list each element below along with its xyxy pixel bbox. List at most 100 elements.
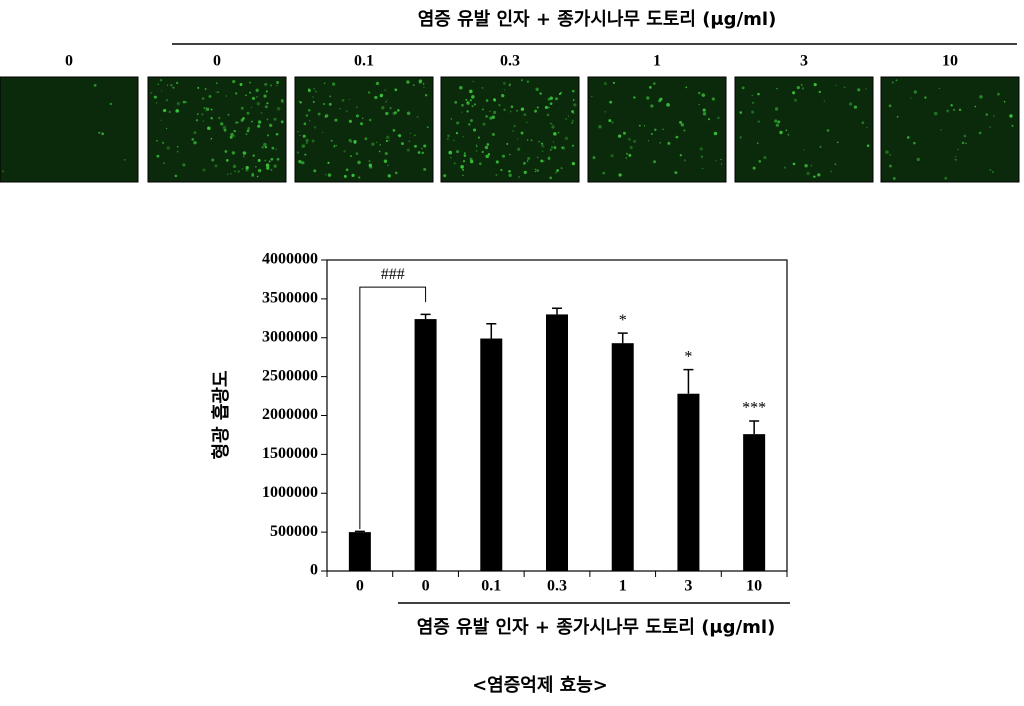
cell: [266, 166, 270, 170]
cell: [509, 153, 511, 156]
y-tick-label: 3000000: [262, 328, 318, 345]
cell: [256, 175, 259, 178]
cell: [861, 121, 865, 125]
cell: [466, 101, 470, 105]
cell: [550, 123, 553, 126]
cell: [329, 95, 332, 98]
cell: [536, 106, 539, 109]
cell: [702, 108, 706, 112]
cell: [553, 146, 557, 150]
cell: [550, 146, 554, 149]
x-tick-label: 10: [746, 578, 762, 595]
cell: [416, 115, 419, 119]
cell: [256, 102, 260, 106]
cell: [792, 91, 796, 95]
cell: [361, 117, 364, 120]
cell: [357, 160, 361, 165]
cell: [652, 82, 656, 85]
cell: [456, 121, 460, 125]
bar: [546, 314, 568, 571]
cell: [473, 103, 476, 106]
cell: [571, 144, 575, 147]
bracket: [359, 286, 427, 530]
cell: [270, 157, 274, 161]
cell: [979, 95, 983, 99]
cell: [633, 139, 637, 143]
cell: [339, 108, 341, 110]
cell: [314, 90, 317, 93]
cell: [571, 110, 574, 113]
cell: [560, 167, 563, 170]
cell: [701, 93, 706, 97]
cell: [629, 146, 633, 150]
cell: [304, 153, 307, 156]
cell: [537, 156, 539, 159]
image-label: 0: [65, 53, 73, 70]
cell: [526, 80, 530, 83]
cell: [175, 109, 180, 113]
cell: [195, 119, 199, 122]
cell: [386, 99, 388, 101]
y-tick-label: 2000000: [262, 406, 318, 423]
cell: [462, 135, 464, 138]
cell: [866, 126, 868, 129]
cell: [249, 91, 252, 94]
cell: [156, 139, 158, 142]
cell: [538, 140, 541, 143]
cell: [508, 173, 512, 177]
cell: [245, 168, 249, 172]
cell: [234, 170, 236, 172]
cell: [757, 92, 760, 96]
cell: [384, 89, 387, 91]
cell: [843, 86, 846, 89]
cell: [168, 110, 171, 114]
error-bar: [420, 313, 431, 320]
cell: [159, 78, 163, 82]
cell: [447, 134, 450, 138]
cell: [818, 90, 821, 94]
cell: [466, 110, 469, 113]
cell: [475, 144, 478, 146]
cell: [215, 91, 217, 93]
cell: [896, 116, 899, 118]
cell: [885, 150, 889, 154]
cell: [503, 89, 506, 91]
cell: [456, 149, 460, 154]
cell: [565, 118, 567, 120]
cell: [325, 173, 327, 176]
cell: [866, 144, 870, 148]
cell: [385, 135, 390, 140]
error-bar: [749, 420, 760, 435]
cell: [251, 96, 256, 100]
cell: [628, 153, 632, 157]
cell: [368, 118, 372, 122]
cell: [965, 142, 967, 145]
cell: [469, 159, 474, 164]
cell: [269, 123, 273, 127]
micrograph: [147, 76, 287, 183]
cell: [379, 93, 384, 98]
cell: [523, 161, 526, 165]
cell: [906, 136, 910, 139]
cell: [535, 87, 539, 92]
cell: [368, 159, 371, 163]
cell: [996, 92, 1000, 96]
cell: [598, 124, 602, 129]
cell: [266, 102, 269, 105]
x-tick-label: 1: [619, 578, 627, 595]
cell: [394, 171, 398, 175]
cell: [307, 108, 311, 112]
cell: [359, 122, 364, 126]
cell: [794, 98, 798, 102]
cell: [609, 100, 613, 104]
cell: [453, 162, 456, 165]
cell: [647, 140, 650, 142]
cell: [541, 150, 544, 152]
cell: [549, 176, 552, 180]
cell: [220, 122, 224, 126]
cell: [462, 160, 466, 163]
cell: [406, 111, 411, 116]
cell: [475, 150, 478, 152]
cell: [323, 102, 326, 106]
cell: [176, 150, 179, 153]
